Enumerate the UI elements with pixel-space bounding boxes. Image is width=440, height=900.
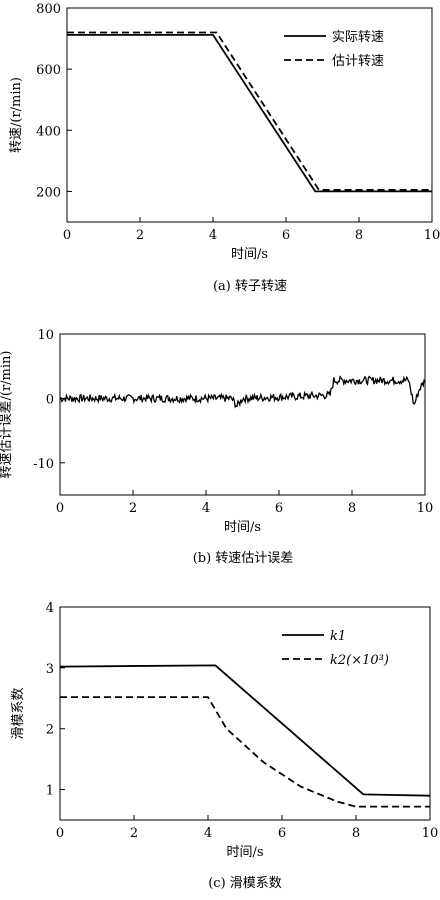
plot-frame [59, 606, 431, 821]
legend-entry-1: 估计转速 [332, 54, 384, 69]
x-tick-label: 2 [130, 826, 138, 841]
y-tick-label: 800 [36, 2, 61, 17]
x-tick-label: 6 [278, 826, 286, 841]
x-tick-label: 8 [355, 228, 363, 243]
series-line-1 [60, 696, 430, 808]
y-tick-label: 600 [36, 63, 61, 78]
chart-caption: (c) 滑模系数 [208, 876, 282, 891]
chart-panel-0: 0 2 4 6 8 10 200 400 600 800 时间/s 转速/(r/min) (a) 转子转… [9, 2, 440, 294]
y-tick-label: 2 [46, 723, 54, 738]
x-axis-label: 时间/s [224, 520, 261, 535]
y-tick-label: 400 [36, 124, 61, 139]
y-axis-label: 转速估计误差/(r/min) [0, 351, 14, 479]
legend-entry-0: k1 [330, 629, 346, 644]
chart-caption: (b) 转速估计误差 [193, 551, 294, 566]
x-tick-label: 10 [417, 501, 434, 516]
y-tick-label: 200 [36, 185, 61, 200]
x-tick-label: 0 [56, 826, 64, 841]
x-tick-label: 0 [56, 501, 64, 516]
x-axis-label: 时间/s [226, 845, 263, 860]
plot-frame [59, 333, 426, 496]
y-tick-label: 4 [46, 601, 54, 616]
chart-caption: (a) 转子转速 [213, 279, 287, 294]
x-tick-label: 8 [348, 501, 356, 516]
plot-frame [66, 7, 433, 223]
x-tick-label: 10 [424, 228, 440, 243]
x-tick-label: 8 [352, 826, 360, 841]
y-tick-label: 3 [46, 662, 54, 677]
x-tick-label: 4 [209, 228, 217, 243]
y-axis-label: 转速/(r/min) [9, 77, 24, 153]
x-tick-label: 2 [136, 228, 144, 243]
x-tick-label: 2 [129, 501, 137, 516]
x-tick-label: 4 [202, 501, 210, 516]
x-tick-label: 10 [422, 826, 439, 841]
x-tick-label: 6 [275, 501, 283, 516]
chart-panel-1: 0 2 4 6 8 10 -10 0 10 时间/s 转速估计误差/(r/min) (b) 转速估计误… [0, 328, 433, 566]
y-axis-label: 滑模系数 [11, 687, 26, 739]
x-axis-label: 时间/s [231, 247, 268, 262]
y-tick-label: 0 [46, 392, 54, 407]
x-tick-label: 4 [204, 826, 212, 841]
series-line-0 [59, 375, 426, 409]
legend-entry-1: k2(×10³) [330, 653, 389, 668]
series-line-0 [59, 664, 431, 797]
y-tick-label: -10 [33, 457, 54, 472]
legend-entry-0: 实际转速 [332, 30, 384, 45]
y-tick-label: 1 [46, 784, 54, 799]
y-tick-label: 10 [37, 328, 54, 343]
series-line-1 [67, 31, 432, 191]
series-line-0 [67, 34, 432, 193]
x-tick-label: 6 [282, 228, 290, 243]
x-tick-label: 0 [63, 228, 71, 243]
